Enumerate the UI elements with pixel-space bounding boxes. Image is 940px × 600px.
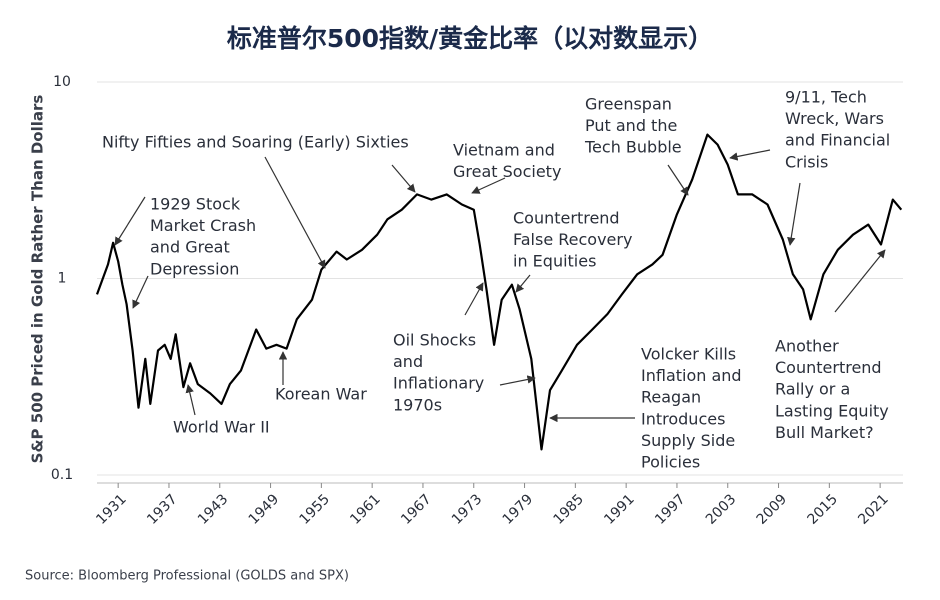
annotation-arrow: [471, 177, 506, 194]
annotation: Another: [775, 337, 839, 356]
x-tick-label: 1955: [297, 491, 334, 528]
annotation-arrow: [787, 182, 801, 246]
x-tick-label: 2003: [703, 491, 740, 528]
annotation: and Financial: [785, 131, 890, 150]
annotation: and Great: [150, 238, 230, 257]
annotation: False Recovery: [513, 230, 632, 249]
annotation: Oil Shocks: [393, 331, 476, 350]
annotation: 9/11, Tech: [785, 88, 867, 107]
annotation: Korean War: [275, 385, 367, 404]
annotation: Volcker Kills: [641, 345, 736, 364]
annotation-arrow: [132, 275, 149, 309]
annotation: Put and the: [585, 116, 677, 135]
annotation: Wreck, Wars: [785, 109, 884, 128]
x-tick-label: 1961: [347, 491, 384, 528]
annotation: Countertrend: [513, 209, 620, 228]
x-tick-label: 1991: [601, 491, 638, 528]
annotation: Vietnam and: [453, 141, 555, 160]
annotation: Rally or a: [775, 380, 850, 399]
y-tick-label: 0.1: [51, 467, 73, 483]
x-tick-label: 2021: [855, 491, 892, 528]
x-tick-label: 1937: [144, 491, 181, 528]
x-tick-label: 1985: [550, 491, 587, 528]
annotation: Inflation and: [641, 366, 742, 385]
annotation-arrow: [464, 282, 484, 316]
annotation-arrow: [499, 375, 536, 386]
annotation: and: [393, 352, 423, 371]
y-tick-label: 1: [58, 271, 67, 287]
annotation: Nifty Fifties and Soaring (Early) Sixtie…: [102, 133, 409, 152]
x-tick-label: 2015: [804, 491, 841, 528]
annotation: 1970s: [393, 395, 442, 414]
annotation: Great Society: [453, 162, 561, 181]
annotation: Lasting Equity: [775, 401, 889, 420]
annotation: 1929 Stock: [150, 195, 241, 214]
x-tick-label: 1967: [398, 491, 435, 528]
x-tick-label: 1997: [652, 491, 689, 528]
annotation: Market Crash: [150, 216, 256, 235]
annotation-arrow: [391, 164, 416, 193]
annotation: Tech Bubble: [584, 138, 682, 157]
annotation-arrow: [185, 384, 196, 416]
x-tick-label: 1931: [93, 491, 130, 528]
annotation-arrow: [834, 249, 886, 313]
x-tick-label: 1943: [195, 491, 232, 528]
annotation-arrow: [264, 156, 326, 269]
y-tick-label: 10: [53, 74, 71, 90]
annotation: Policies: [641, 453, 700, 472]
annotation: Depression: [150, 259, 239, 278]
annotation: Greenspan: [585, 95, 672, 114]
x-tick-label: 2009: [754, 491, 791, 528]
annotation: Bull Market?: [775, 423, 874, 442]
annotation: in Equities: [513, 252, 596, 271]
x-tick-label: 1973: [449, 491, 486, 528]
annotation-arrow: [515, 274, 531, 293]
annotation: Countertrend: [775, 358, 882, 377]
annotation: Introduces: [641, 409, 725, 428]
annotation-arrow: [667, 164, 689, 196]
x-tick-label: 1949: [246, 491, 283, 528]
data-line: [95, 133, 903, 451]
annotation-arrow: [114, 196, 146, 246]
source-note: Source: Bloomberg Professional (GOLDS an…: [25, 569, 349, 584]
annotation: World War II: [173, 418, 270, 437]
y-axis-label: S&P 500 Priced in Gold Rather Than Dolla…: [29, 95, 47, 464]
annotation: Inflationary: [393, 374, 484, 393]
annotation: Reagan: [641, 388, 701, 407]
chart-title: 标准普尔500指数/黄金比率（以对数显示）: [227, 24, 713, 53]
x-tick-label: 1979: [500, 491, 537, 528]
annotation: Crisis: [785, 152, 828, 171]
annotation: Supply Side: [641, 431, 735, 450]
annotation-arrow: [729, 149, 771, 161]
